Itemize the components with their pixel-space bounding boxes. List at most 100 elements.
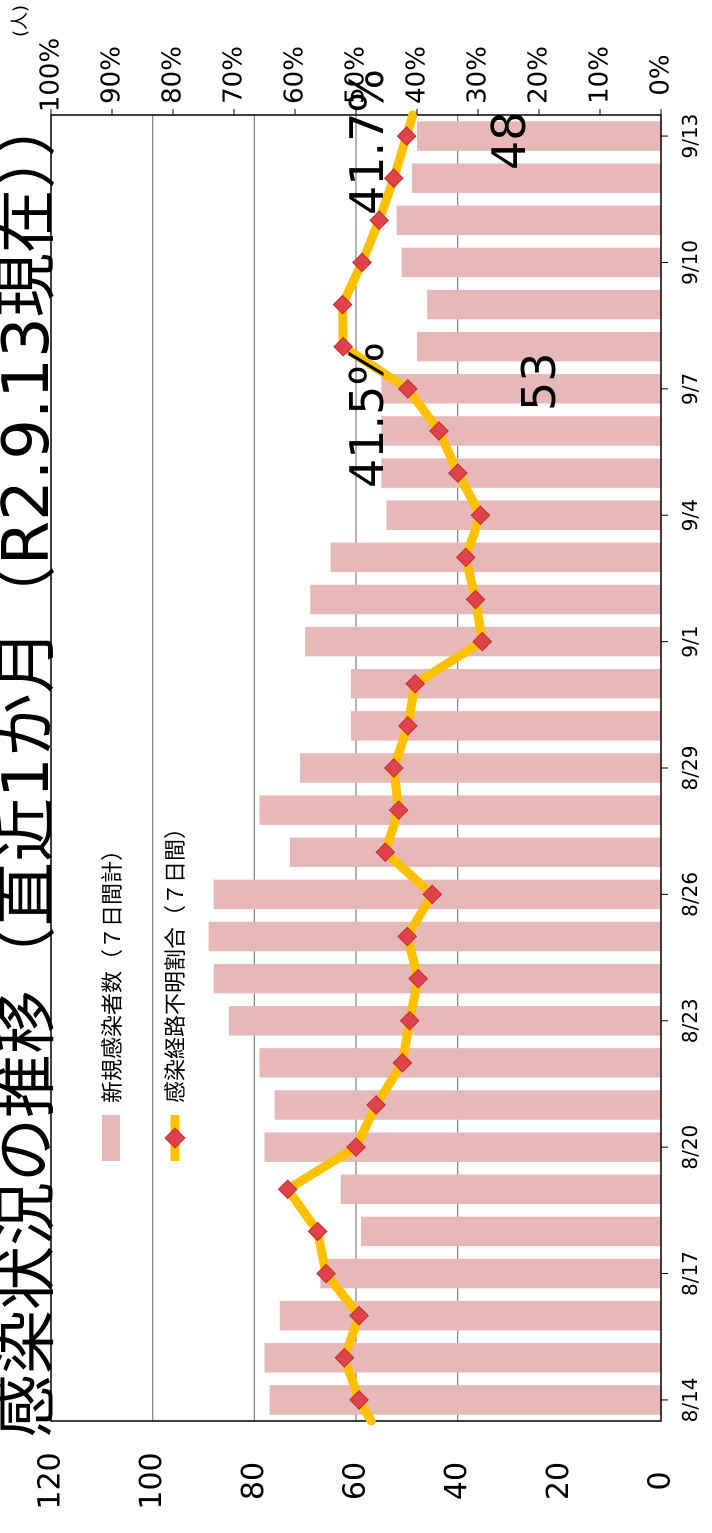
bar-8/15 <box>264 1343 661 1373</box>
pct-marker-9/5 <box>447 463 468 483</box>
bar-9/8 <box>417 331 661 362</box>
pct-marker-9/9 <box>332 294 353 315</box>
annotation-count-mid: 53 <box>512 352 566 411</box>
right-tick-label-100%: 100% <box>36 38 66 112</box>
pct-marker-8/16 <box>349 1305 369 1326</box>
right-axis-ticks: 0% 10% 20% 30% 40% 50% 60% 70% 80% 90% 100% <box>36 38 676 115</box>
bar-9/4 <box>386 500 661 530</box>
bar-8/18 <box>361 1216 661 1247</box>
right-tick-label-10%: 10% <box>585 46 615 104</box>
pct-marker-9/11 <box>369 210 390 231</box>
pct-marker-9/12 <box>383 168 404 189</box>
right-tick-label-30%: 30% <box>463 46 493 104</box>
annotation-count-end: 48 <box>482 111 536 170</box>
x-tick-label-9/10: 9/10 <box>678 240 702 285</box>
left-tick-label-120: 120 <box>33 1452 68 1509</box>
bar-8/30 <box>350 711 661 741</box>
x-tick-label-8/17: 8/17 <box>678 1251 702 1296</box>
left-tick-label-100: 100 <box>134 1452 169 1509</box>
legend-bar-label: 新規感染者数（７日間計） <box>101 839 126 1103</box>
right-tick-label-80%: 80% <box>158 46 188 104</box>
bar-8/22 <box>259 1048 661 1078</box>
pct-marker-8/22 <box>392 1053 413 1073</box>
bar-8/16 <box>279 1300 661 1331</box>
bar-8/29 <box>300 753 661 783</box>
pct-marker-8/19 <box>277 1179 298 1200</box>
pct-marker-9/6 <box>429 421 449 441</box>
chart-title: 感染状況の推移（直近1か月（R2.9.13現在）） <box>0 93 64 1438</box>
pct-marker-8/15 <box>334 1347 355 1368</box>
x-tick-label-9/7: 9/7 <box>678 373 702 405</box>
pct-marker-8/25 <box>397 926 418 947</box>
pct-marker-9/8 <box>333 336 354 357</box>
pct-marker-8/24 <box>408 968 429 989</box>
pct-marker-9/4 <box>470 505 491 526</box>
bar-8/31 <box>350 668 661 699</box>
bar-9/12 <box>411 163 661 193</box>
pct-marker-9/3 <box>455 547 476 568</box>
bar-9/3 <box>330 542 661 573</box>
bar-8/23 <box>228 1006 662 1036</box>
bar-9/6 <box>381 416 661 446</box>
right-tick-label-70%: 70% <box>219 46 249 104</box>
bar-8/25 <box>208 921 661 952</box>
pct-marker-8/30 <box>397 715 418 736</box>
legend-bar-swatch <box>102 1115 120 1161</box>
pct-marker-8/27 <box>375 842 396 863</box>
bar-9/9 <box>427 289 661 320</box>
pct-marker-8/31 <box>405 673 426 694</box>
x-tick-label-8/20: 8/20 <box>678 1125 702 1170</box>
pct-marker-8/28 <box>388 800 409 821</box>
bar-9/2 <box>310 584 661 615</box>
pct-marker-9/13 <box>396 126 417 146</box>
x-tick-label-8/14: 8/14 <box>678 1377 702 1422</box>
x-tick-label-9/1: 9/1 <box>678 626 702 658</box>
left-tick-label-80: 80 <box>236 1462 271 1500</box>
pct-marker-8/17 <box>316 1263 337 1284</box>
right-tick-label-90%: 90% <box>97 46 127 104</box>
bar-8/19 <box>340 1174 661 1205</box>
bar-9/7 <box>381 374 661 404</box>
bar-8/14 <box>269 1385 661 1415</box>
x-tick-label-8/26: 8/26 <box>678 872 702 917</box>
line-series <box>277 110 493 1426</box>
x-tick-label-9/4: 9/4 <box>678 499 702 531</box>
pct-marker-9/2 <box>465 589 486 610</box>
x-tick-label-8/29: 8/29 <box>678 746 702 791</box>
bar-9/13 <box>417 121 661 151</box>
bar-8/17 <box>320 1258 661 1289</box>
left-axis-ticks: 0 20 40 60 80 100 120 <box>33 1452 678 1509</box>
right-tick-label-20%: 20% <box>524 46 554 104</box>
left-axis-unit: (人) <box>10 5 31 37</box>
bar-8/20 <box>264 1132 661 1162</box>
bar-8/24 <box>213 963 662 994</box>
bar-8/27 <box>289 837 661 868</box>
left-tick-label-0: 0 <box>643 1471 678 1490</box>
legend-line-label: 感染経路不明割合（７日間） <box>164 817 189 1103</box>
x-axis-ticks: 8/14 8/17 8/20 8/23 8/26 8/29 9/1 9/4 9/7 9/10 9/1… <box>661 114 702 1422</box>
pct-marker-8/29 <box>383 758 404 778</box>
pct-marker-9/10 <box>352 252 372 273</box>
right-tick-label-0%: 0% <box>646 54 676 95</box>
bar-8/21 <box>274 1090 661 1120</box>
pct-marker-8/23 <box>399 1010 420 1031</box>
pct-marker-8/20 <box>346 1137 366 1158</box>
legend-marker-swatch <box>164 1127 186 1149</box>
legend: 新規感染者数（７日間計） 感染経路不明割合（７日間） <box>101 817 189 1161</box>
bar-9/5 <box>381 458 661 488</box>
left-tick-label-40: 40 <box>439 1462 474 1500</box>
bar-8/28 <box>259 795 661 825</box>
left-tick-label-20: 20 <box>541 1462 576 1500</box>
right-tick-label-40%: 40% <box>402 46 432 104</box>
pct-marker-8/14 <box>349 1390 369 1410</box>
pct-marker-8/18 <box>307 1221 328 1242</box>
bar-9/10 <box>401 247 661 278</box>
annotation-pct-mid: 41.5% <box>340 342 394 488</box>
x-tick-label-9/13: 9/13 <box>678 114 702 159</box>
bar-9/11 <box>396 205 661 236</box>
right-tick-label-60%: 60% <box>280 46 310 104</box>
x-tick-label-8/23: 8/23 <box>678 998 702 1043</box>
